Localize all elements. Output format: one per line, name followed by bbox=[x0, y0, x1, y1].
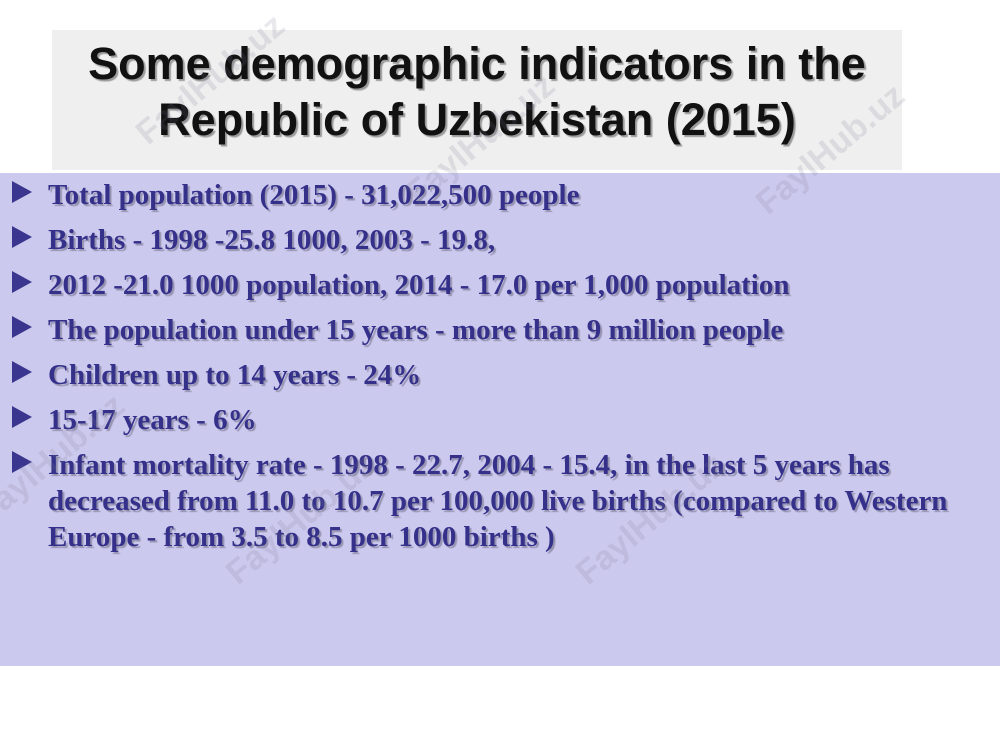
bullet-text: Births - 1998 -25.8 1000, 2003 - 19.8, bbox=[48, 224, 496, 256]
bullet-text: 15-17 years - 6% bbox=[48, 404, 257, 436]
bullet-item: 15-17 years - 6% bbox=[0, 402, 1000, 438]
bullet-item: Infant mortality rate - 1998 - 22.7, 200… bbox=[0, 447, 1000, 555]
bullet-text: Infant mortality rate - 1998 - 22.7, 200… bbox=[48, 449, 948, 553]
bullet-item: Births - 1998 -25.8 1000, 2003 - 19.8, bbox=[0, 222, 1000, 258]
bullet-item: Total population (2015) - 31,022,500 peo… bbox=[0, 177, 1000, 213]
bullet-item: Children up to 14 years - 24% bbox=[0, 357, 1000, 393]
bullet-text: The population under 15 years - more tha… bbox=[48, 314, 784, 346]
bullet-item: 2012 -21.0 1000 population, 2014 - 17.0 … bbox=[0, 267, 1000, 303]
slide-title: Some demographic indicators in the Repub… bbox=[88, 38, 866, 145]
bullet-text: Total population (2015) - 31,022,500 peo… bbox=[48, 179, 580, 211]
triangle-bullet-icon bbox=[12, 451, 32, 473]
bullet-list: Total population (2015) - 31,022,500 peo… bbox=[0, 177, 1000, 564]
bullet-text: 2012 -21.0 1000 population, 2014 - 17.0 … bbox=[48, 269, 790, 301]
triangle-bullet-icon bbox=[12, 316, 32, 338]
triangle-bullet-icon bbox=[12, 226, 32, 248]
triangle-bullet-icon bbox=[12, 271, 32, 293]
triangle-bullet-icon bbox=[12, 181, 32, 203]
bullet-item: The population under 15 years - more tha… bbox=[0, 312, 1000, 348]
content-panel: Total population (2015) - 31,022,500 peo… bbox=[0, 173, 1000, 666]
bullet-text: Children up to 14 years - 24% bbox=[48, 359, 422, 391]
triangle-bullet-icon bbox=[12, 406, 32, 428]
title-box bbox=[52, 30, 902, 170]
triangle-bullet-icon bbox=[12, 361, 32, 383]
